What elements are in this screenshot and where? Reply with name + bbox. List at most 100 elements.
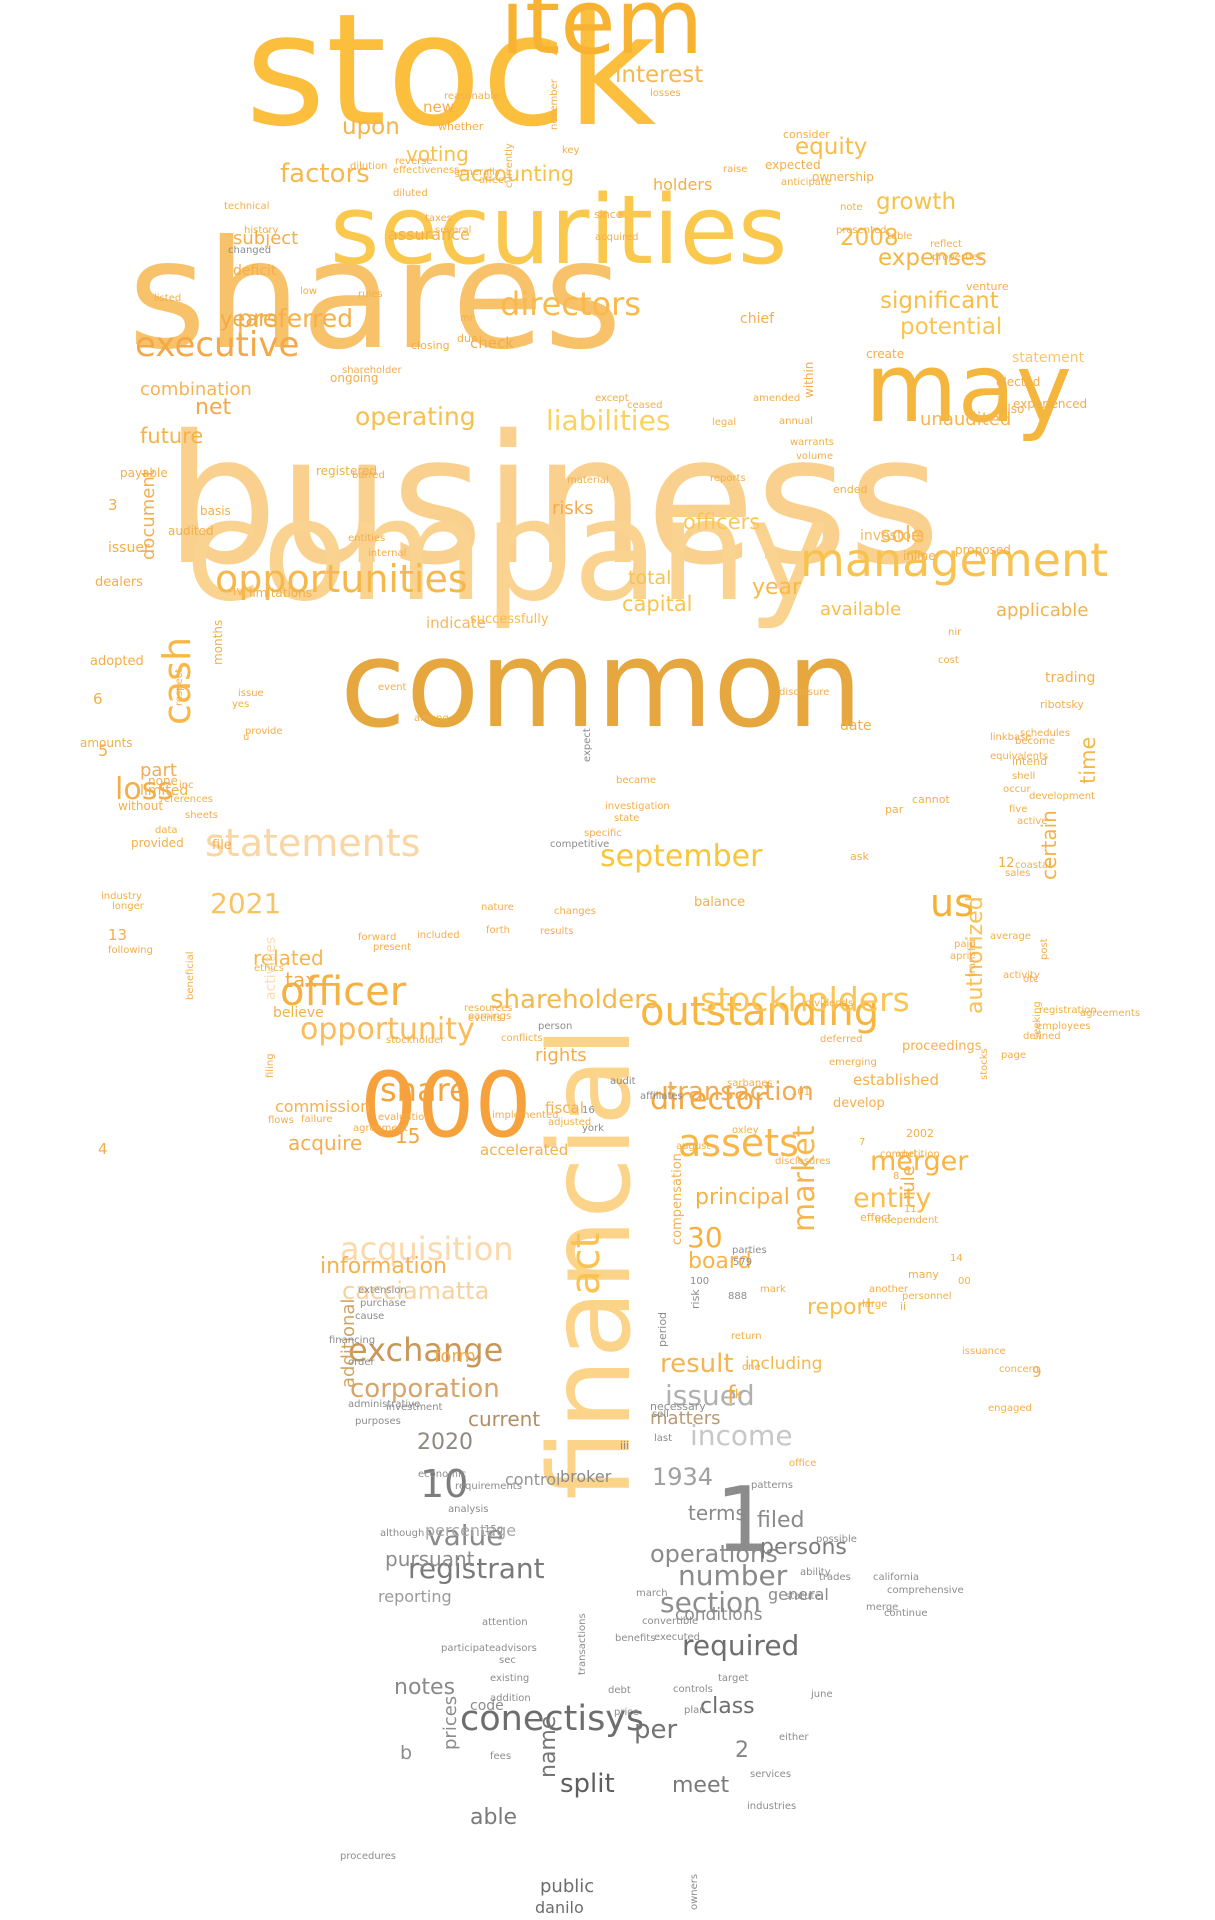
cloud-word: administrative [348, 1399, 421, 1410]
cloud-word: statements [205, 821, 421, 865]
cloud-word: code [470, 1698, 504, 1714]
cloud-word: california [873, 1572, 920, 1583]
cloud-word: amounts [80, 736, 133, 750]
cloud-word: significant [880, 288, 999, 314]
cloud-word: potential [900, 314, 1003, 340]
cloud-word: amended [753, 393, 801, 404]
cloud-word: 888 [728, 1291, 748, 1302]
cloud-word: stock [245, 0, 657, 161]
cloud-word: 101 [791, 1087, 811, 1098]
cloud-word: nature [481, 902, 514, 913]
cloud-word: registration [1039, 1005, 1097, 1016]
cloud-word: otc [1023, 974, 1039, 985]
cloud-word: acquired [595, 232, 639, 243]
cloud-word: fees [490, 1751, 512, 1762]
cloud-word: fiscal [545, 1099, 584, 1117]
cloud-word: although [380, 1528, 425, 1539]
cloud-word: effect [860, 1211, 892, 1224]
cloud-word: equivalents [990, 751, 1049, 762]
cloud-word: note [840, 202, 863, 213]
cloud-word: value [427, 1519, 504, 1552]
cloud-word: following [108, 945, 153, 956]
cloud-word: class [700, 1694, 755, 1719]
cloud-word: related [253, 946, 324, 970]
cloud-word: requirements [455, 1481, 522, 1492]
cloud-word: name [536, 1715, 561, 1778]
cloud-word: commission [275, 1097, 371, 1116]
cloud-word: defined [1023, 1031, 1061, 1042]
cloud-word: 30 [687, 1221, 723, 1254]
cloud-word: events [468, 1013, 502, 1024]
cloud-word: date [840, 718, 872, 734]
cloud-word: diluted [393, 188, 428, 199]
cloud-word: disclosures [775, 1156, 831, 1167]
cloud-word: indicate [426, 614, 486, 632]
cloud-word: ended [833, 483, 868, 496]
cloud-word: 1 [715, 1468, 773, 1573]
cloud-word: 5 [98, 741, 109, 760]
cloud-word: linkbase [990, 732, 1032, 743]
cloud-word: common [340, 616, 863, 755]
cloud-word: respect [174, 668, 185, 706]
cloud-word: parties [732, 1245, 767, 1256]
cloud-word: established [853, 1071, 940, 1089]
cloud-word: comprehensive [887, 1585, 964, 1596]
cloud-word: 2008 [840, 225, 899, 251]
cloud-word: changes [554, 906, 597, 917]
cloud-word: file [212, 838, 232, 853]
cloud-word: item [500, 0, 704, 75]
cloud-word: mark [760, 1284, 786, 1295]
cloud-word: agreements [1080, 1008, 1141, 1019]
cloud-word: required [682, 1629, 800, 1662]
cloud-word: reasonable [444, 91, 500, 102]
cloud-word: intend [1012, 755, 1048, 768]
cloud-word: deferred [820, 1034, 863, 1045]
cloud-word: future [140, 424, 204, 448]
cloud-word: ii [900, 1300, 907, 1313]
cloud-word: transfer [967, 937, 978, 978]
cloud-word: june [811, 1689, 833, 1700]
cloud-word: taxes [425, 213, 453, 224]
cloud-word: nir [948, 627, 962, 638]
cloud-word: proposed [955, 543, 1011, 557]
cloud-word: accounting [458, 162, 575, 186]
cloud-word: rule [898, 1165, 919, 1200]
cloud-word: broker [560, 1467, 612, 1486]
cloud-word: many [908, 1268, 939, 1281]
cloud-word: matters [650, 1408, 721, 1429]
cloud-word: changed [228, 245, 272, 256]
cloud-word: statute [785, 1591, 821, 1602]
cloud-word: cost [938, 655, 959, 666]
cloud-word: acquisition [340, 1230, 514, 1268]
cloud-word: low [300, 286, 318, 297]
cloud-word: tax [285, 968, 317, 992]
cloud-word: acquire [288, 1131, 363, 1155]
cloud-word: trading [1045, 670, 1096, 686]
cloud-word: technical [224, 201, 270, 212]
cloud-word: 13 [108, 926, 128, 944]
cloud-word: opportunity [300, 1012, 475, 1047]
cloud-word: 579 [733, 1257, 753, 1268]
cloud-word: believe [273, 1005, 324, 1021]
cloud-word: combination [140, 379, 252, 400]
cloud-word: among [414, 713, 449, 724]
cloud-word: basis [200, 504, 231, 518]
cloud-word: annual [779, 416, 814, 427]
cloud-word: registrant [408, 1552, 545, 1585]
cloud-word: issuer [108, 540, 150, 556]
cloud-word: payable [120, 466, 168, 480]
cloud-word: competition [880, 1149, 940, 1160]
cloud-word: 12 [998, 856, 1015, 871]
cloud-word: number [678, 1559, 788, 1592]
cloud-word: volume [796, 451, 834, 462]
cloud-word: year [752, 575, 802, 600]
cloud-word: f [727, 1381, 736, 1409]
cloud-word: entities [348, 533, 386, 544]
cloud-word: cause [355, 1311, 385, 1322]
cloud-word: total [628, 567, 672, 589]
cloud-word: 10 [420, 1462, 469, 1506]
cloud-word: key [562, 145, 580, 156]
cloud-word: issue [238, 688, 264, 699]
cloud-word: participate [441, 1643, 496, 1654]
cloud-word: deficit [233, 263, 277, 279]
